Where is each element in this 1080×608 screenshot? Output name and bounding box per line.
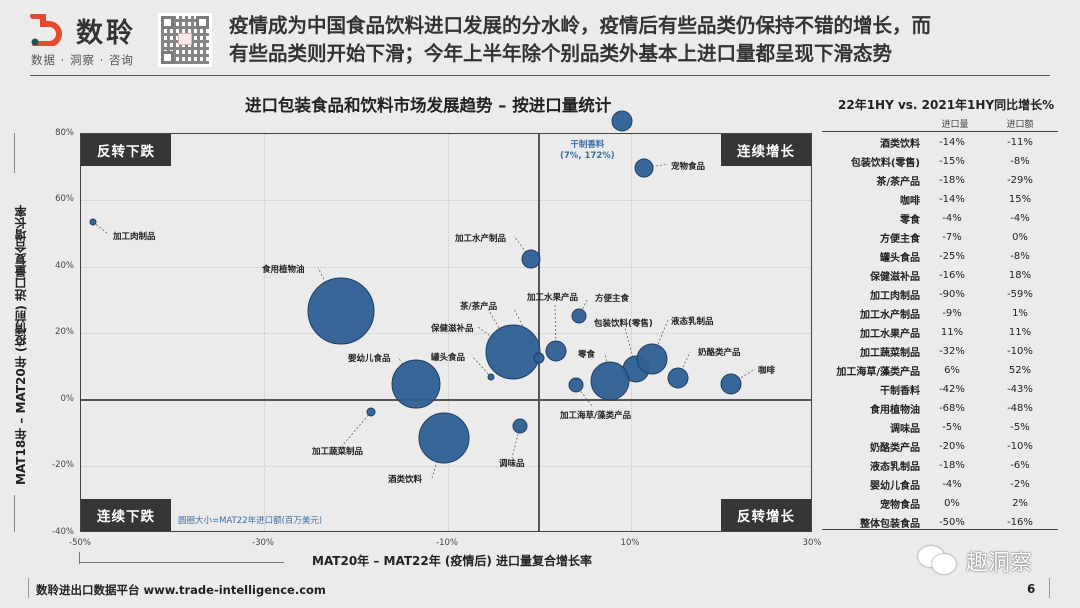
bubble-label: 加工肉制品 (113, 232, 156, 242)
wechat-watermark: 趣洞察 (918, 545, 1032, 577)
table-row: 加工水产制品 -9% 1% (860, 308, 1028, 321)
table-row: 液态乳制品 -18% -6% (870, 460, 1030, 473)
footer-source: 数聆进出口数据平台 www.trade-intelligence.com (36, 583, 326, 597)
bubble-label: 罐头食品 (431, 353, 466, 363)
bubble-label: 保健滋补品 (431, 324, 474, 334)
quadrant-label-top-left: 反转下跌 (81, 134, 171, 166)
table-row-total: 整体包装食品 -50% -16% (860, 517, 1033, 530)
y-tick: 60% (55, 194, 74, 204)
y-axis-label: MAT18年 – MAT20年 (疫情前) 进口量复合增长率 (14, 204, 28, 486)
wechat-account-name: 趣洞察 (966, 551, 1033, 576)
bubble-label: 加工水产制品 (455, 234, 507, 244)
bubble-label: 加工海草/藻类产品 (560, 411, 632, 421)
bubble-label: 液态乳制品 (671, 317, 714, 327)
quadrant-label-bottom-right: 反转增长 (721, 499, 811, 531)
x-axis-label: MAT20年 – MAT22年 (疫情后) 进口量复合增长率 (312, 554, 593, 568)
x-tick: -50% (69, 538, 91, 548)
table-title: 22年1HY vs. 2021年1HY同比增长% (838, 98, 1055, 112)
table-row: 加工水果产品 11% 11% (860, 327, 1032, 340)
qr-code-icon (158, 13, 212, 67)
table-row: 保健滋补品 -16% 18% (870, 270, 1032, 283)
page-headline: 疫情成为中国食品饮料进口发展的分水岭，疫情后有些品类仍保持不错的增长，而 有些品… (229, 12, 1059, 68)
y-axis-label-bracket (14, 133, 15, 173)
wechat-icon (918, 546, 960, 576)
table-row: 包装饮料(零售) -15% -8% (850, 156, 1030, 169)
x-zero-axis (538, 134, 540, 531)
footer-divider (1049, 578, 1050, 598)
y-zero-axis (81, 399, 811, 401)
bubble-label: 奶酪类产品 (698, 348, 741, 358)
x-tick: 10% (620, 538, 640, 548)
page-number: 6 (1027, 582, 1036, 596)
bubble-label: 酒类饮料 (388, 475, 423, 485)
table-divider (822, 131, 1058, 132)
brand-logo-icon (30, 13, 66, 47)
grid-line (81, 333, 811, 334)
table-row: 酒类饮料 -14% -11% (880, 137, 1033, 150)
bubble-label: 加工蔬菜制品 (312, 447, 364, 457)
headline-line-2: 有些品类则开始下滑；今年上半年除个别品类外基本上进口量都呈现下滑态势 (229, 42, 893, 65)
table-header-volume: 进口量 (941, 120, 969, 130)
x-axis-label-bracket (79, 552, 80, 564)
table-row: 罐头食品 -25% -8% (880, 251, 1030, 264)
brand-name: 数聆 (76, 18, 136, 49)
table-divider (822, 529, 1058, 530)
x-axis-label-bracket (79, 562, 284, 563)
bubble-label: 食用植物油 (262, 265, 305, 275)
brand-tagline: 数据 · 洞察 · 咨询 (31, 53, 134, 67)
grid-line (81, 267, 811, 268)
table-row: 加工蔬菜制品 -32% -10% (860, 346, 1033, 359)
grid-line (448, 134, 449, 531)
table-row: 宠物食品 0% 2% (880, 498, 1028, 511)
y-axis-label-bracket (14, 495, 15, 532)
chart-title: 进口包装食品和饮料市场发展趋势 – 按进口量统计 (245, 96, 612, 115)
grid-line (81, 200, 811, 201)
bubble-label: 加工水果产品 (527, 293, 579, 303)
table-row: 茶/茶产品 -18% -29% (876, 175, 1033, 188)
quadrant-label-top-right: 连续增长 (721, 134, 811, 166)
table-row: 调味品 -5% -5% (890, 422, 1030, 435)
bubble-label: 零食 (578, 350, 596, 360)
table-row: 零食 -4% -4% (900, 213, 1030, 226)
y-tick: 20% (55, 327, 74, 337)
bubble-label: 包装饮料(零售) (594, 319, 653, 329)
x-tick: 30% (802, 538, 822, 548)
y-tick: 80% (55, 128, 74, 138)
y-tick: 0% (60, 394, 75, 404)
bubble-label: 方便主食 (595, 294, 630, 304)
bubble-label: 婴幼儿食品 (348, 354, 391, 364)
bubble-label: 宠物食品 (671, 162, 706, 172)
grid-line (81, 466, 811, 467)
table-header-value: 进口额 (1006, 120, 1034, 130)
bubble-label: 调味品 (499, 459, 525, 469)
header-divider (30, 75, 1050, 76)
bubble-label: 咖啡 (758, 366, 776, 376)
y-tick: 40% (55, 261, 74, 271)
x-tick: -30% (252, 538, 274, 548)
table-row: 婴幼儿食品 -4% -2% (870, 479, 1030, 492)
bubble-size-note: 圆圈大小=MAT22年进口额(百万美元) (178, 516, 323, 526)
table-row: 干制香料 -42% -43% (880, 384, 1033, 397)
quadrant-label-bottom-left: 连续下跌 (81, 499, 171, 531)
table-row: 加工海草/藻类产品 6% 52% (836, 365, 1032, 378)
growth-table: 酒类饮料 -14% -11% 包装饮料(零售) -15% -8% 茶/茶产品 -18% -2… (822, 133, 1058, 532)
table-row: 咖啡 -14% 15% (900, 194, 1032, 207)
y-tick: -40% (52, 527, 74, 537)
table-row: 方便主食 -7% 0% (880, 232, 1028, 245)
highlight-point-label: 干制香料 (7%, 172%) (560, 140, 615, 161)
bubble-label: 茶/茶产品 (460, 302, 498, 312)
table-row: 食用植物油 -68% -48% (870, 403, 1033, 416)
table-row: 加工肉制品 -90% -59% (870, 289, 1033, 302)
headline-line-1: 疫情成为中国食品饮料进口发展的分水岭，疫情后有些品类仍保持不错的增长，而 (229, 14, 932, 37)
table-row: 奶酪类产品 -20% -10% (870, 441, 1033, 454)
x-tick: -10% (436, 538, 458, 548)
footer-divider (28, 578, 29, 598)
grid-line (264, 134, 265, 531)
y-tick: -20% (52, 460, 74, 470)
